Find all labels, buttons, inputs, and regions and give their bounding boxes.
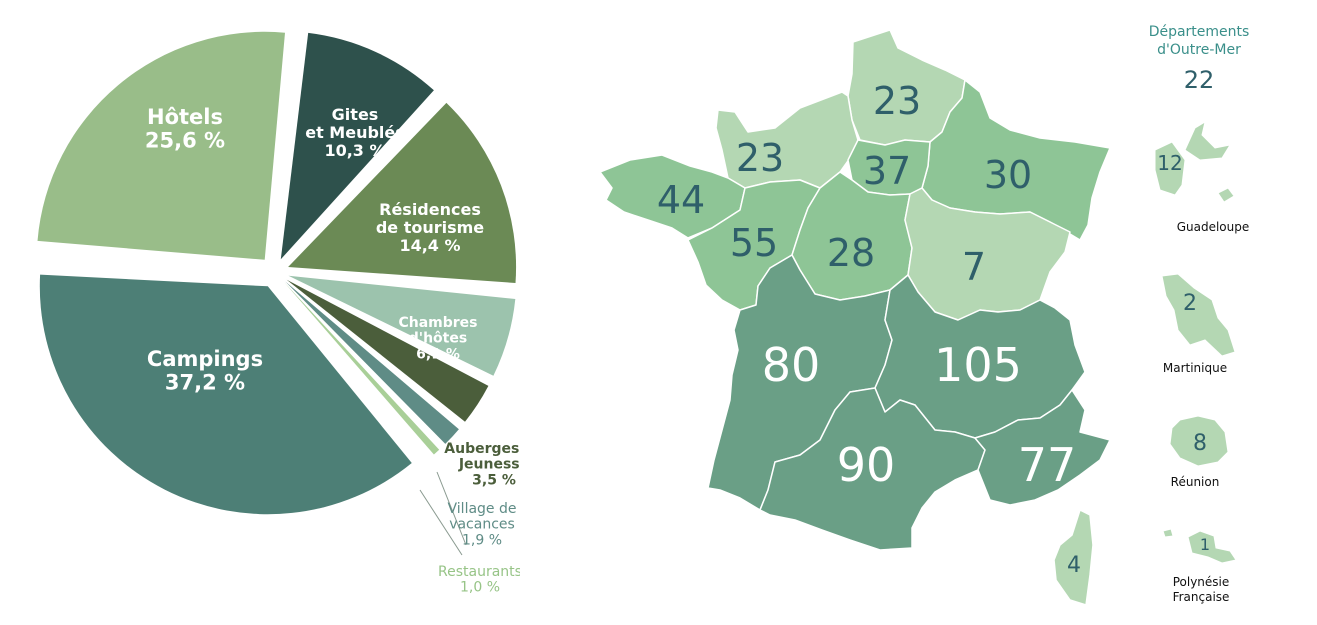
region-nouvelle-aquitaine bbox=[707, 254, 893, 511]
map-region-values: 23 23 30 37 44 55 28 7 80 105 90 77 4 bbox=[657, 79, 1081, 578]
region-value: 23 bbox=[736, 136, 784, 180]
pie-slice bbox=[284, 282, 440, 455]
pie-slice bbox=[288, 275, 516, 376]
region-corse bbox=[1053, 509, 1094, 606]
overseas-name: Polynésie bbox=[1173, 575, 1230, 589]
pie-slice-name: Restaurants bbox=[438, 564, 520, 580]
pie-slice-name: Village de bbox=[448, 501, 517, 517]
region-value: 80 bbox=[762, 338, 821, 392]
pie-slice-name: Campings bbox=[147, 347, 263, 371]
region-provence-alpes-cote-dazur bbox=[974, 389, 1111, 506]
pie-slice-name: Gites bbox=[332, 105, 379, 124]
pie-slice-value: 3,5 % bbox=[472, 472, 516, 488]
pie-slice-value: 37,2 % bbox=[165, 371, 245, 395]
pie-slice-label: Auberges deJeunesse3,5 % bbox=[444, 441, 520, 488]
pie-slice bbox=[37, 31, 285, 260]
region-value: 77 bbox=[1018, 438, 1077, 492]
region-value: 7 bbox=[962, 245, 986, 289]
overseas-islands bbox=[1154, 120, 1237, 564]
pie-slice-value: 6,1 % bbox=[416, 346, 460, 362]
pie-slice-value: 1,0 % bbox=[460, 580, 500, 596]
pie-slice-name: Auberges de bbox=[444, 441, 520, 457]
overseas-name: Martinique bbox=[1163, 361, 1227, 375]
overseas-title: Départements bbox=[1149, 24, 1250, 40]
pie-slice-name: Jeunesse bbox=[458, 457, 520, 473]
guadeloupe-shape bbox=[1154, 120, 1235, 203]
overseas-name: Réunion bbox=[1171, 475, 1220, 489]
overseas-value: 8 bbox=[1193, 431, 1207, 456]
pie-slice bbox=[286, 279, 489, 422]
overseas-title: d'Outre-Mer bbox=[1157, 42, 1241, 58]
pie-slice-name: et Meublés bbox=[305, 123, 405, 142]
pie-slice-value: 1,9 % bbox=[462, 532, 502, 548]
region-pays-de-la-loire bbox=[687, 179, 821, 311]
reunion-shape bbox=[1169, 415, 1229, 467]
map-regions bbox=[599, 29, 1111, 606]
leader-line bbox=[419, 489, 463, 556]
region-value: 23 bbox=[873, 79, 921, 123]
region-value: 55 bbox=[730, 221, 778, 265]
pie-slice bbox=[39, 274, 412, 515]
pie-slice bbox=[285, 281, 459, 444]
region-value: 4 bbox=[1067, 553, 1081, 578]
pie-slice-name: d'hôtes bbox=[409, 331, 467, 347]
pie-slice-name: de tourisme bbox=[376, 218, 484, 237]
region-normandie bbox=[715, 91, 859, 189]
overseas-value: 2 bbox=[1183, 291, 1197, 316]
pie-slice bbox=[280, 32, 434, 260]
region-value: 90 bbox=[837, 438, 896, 492]
pie-slice-name: vacances bbox=[449, 517, 515, 533]
pie-slice bbox=[288, 102, 517, 284]
pie-slice-value: 25,6 % bbox=[145, 129, 225, 153]
overseas-name: Française bbox=[1173, 590, 1230, 604]
overseas-name: Guadeloupe bbox=[1177, 220, 1250, 234]
region-occitanie bbox=[759, 387, 986, 551]
pie-slice-name: Chambres bbox=[398, 315, 477, 331]
region-centre-val-de-loire bbox=[791, 171, 913, 301]
region-ile-de-france bbox=[847, 139, 931, 196]
region-value: 105 bbox=[934, 338, 1022, 392]
pie-slice-value: 10,3 % bbox=[324, 141, 385, 160]
overseas-value: 1 bbox=[1200, 535, 1210, 554]
pie-slice-value: 14,4 % bbox=[399, 236, 460, 255]
region-value: 28 bbox=[827, 231, 875, 275]
region-value: 44 bbox=[657, 178, 705, 222]
region-bretagne bbox=[599, 154, 746, 239]
overseas-value: 12 bbox=[1157, 151, 1182, 175]
overseas-labels: Départements d'Outre-Mer 22 12 Guadeloupe 2 Ma… bbox=[1149, 24, 1250, 604]
region-value: 30 bbox=[984, 153, 1032, 197]
polynesie-shape bbox=[1162, 528, 1237, 564]
overseas-total: 22 bbox=[1184, 66, 1215, 94]
martinique-shape bbox=[1161, 273, 1236, 357]
pie-slice-name: Hôtels bbox=[147, 105, 223, 129]
leader-line bbox=[436, 471, 467, 546]
region-bourgogne-franche-comte bbox=[904, 187, 1071, 321]
region-hauts-de-france bbox=[847, 29, 966, 146]
region-value: 37 bbox=[863, 149, 911, 193]
pie-slice-name: Résidences bbox=[379, 200, 481, 219]
region-auvergne-rhone-alpes bbox=[874, 274, 1086, 439]
region-grand-est bbox=[921, 79, 1111, 241]
